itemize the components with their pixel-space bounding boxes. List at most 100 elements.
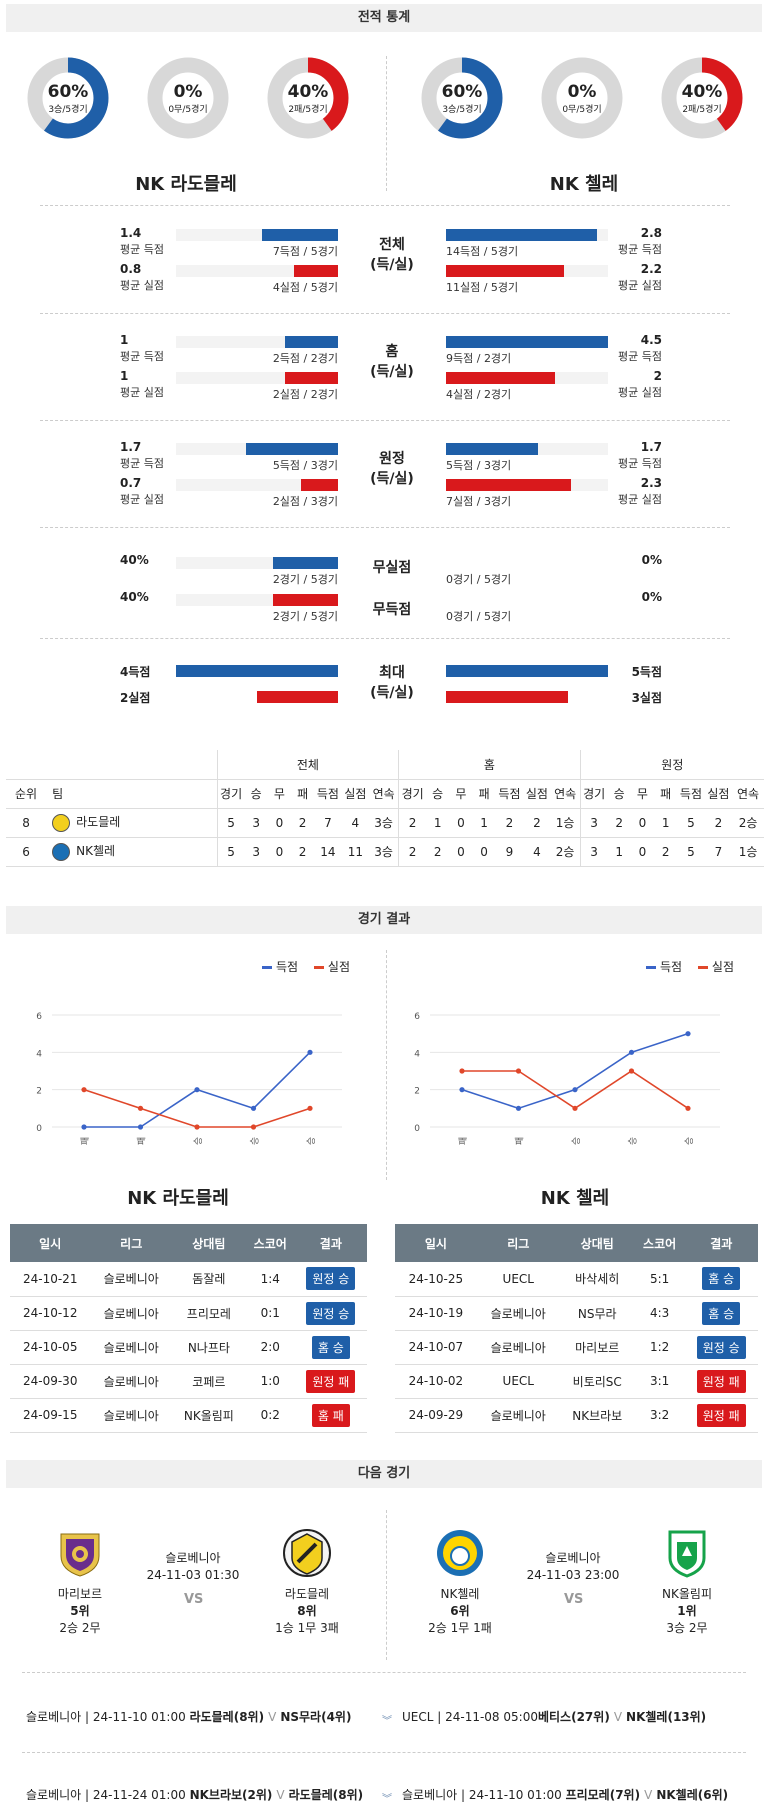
team-rank: 6위 xyxy=(450,1604,470,1618)
team-name: NK올림피 xyxy=(662,1587,712,1601)
fixture-row[interactable]: 슬로베니아 | 24-11-24 01:00 NK브라보(2위) V 라도믈레(8위… xyxy=(26,1786,363,1803)
column-header: 득점 xyxy=(677,779,705,809)
stat-cell: 4 xyxy=(341,808,370,838)
divider xyxy=(386,56,387,191)
team-logo-icon xyxy=(52,813,71,832)
percent-bar xyxy=(273,594,338,606)
result-cell: 슬로베니아 xyxy=(476,1296,560,1331)
result-cell: N나프타 xyxy=(171,1330,246,1365)
table-row[interactable]: 6 NK첼레 5 3 0 2 14 11 3승 2 2 0 0 9 4 2승 3 1 0 2 5 7 1승 xyxy=(6,837,764,867)
standings-group-row: 전체 홈 원정 xyxy=(6,750,764,780)
bar-caption: 9득점 / 2경기 xyxy=(446,352,512,365)
table-row[interactable]: 24-10-05 슬로베니아 N나프타 2:0 홈 승 xyxy=(10,1330,367,1365)
fixture-row[interactable]: UECL | 24-11-08 05:00베티스(27위) V NK첼레(13위) xyxy=(402,1708,706,1725)
result-cell: UECL xyxy=(476,1364,560,1399)
stat-label: 평균 득점 xyxy=(618,243,662,256)
stat-value: 2.2 xyxy=(640,262,662,276)
stat-value: 2.3 xyxy=(640,476,662,490)
bar-caption: 0경기 / 5경기 xyxy=(446,610,512,623)
table-row[interactable]: 24-09-15 슬로베니아 NK올림피 0:2 홈 패 xyxy=(10,1398,367,1433)
team-name: 라도믈레 xyxy=(76,815,121,830)
table-row[interactable]: 24-10-25 UECL 바삭세히 5:1 홈 승 xyxy=(395,1262,758,1297)
column-header: 득점 xyxy=(314,779,342,809)
fixture-row[interactable]: 슬로베니아 | 24-11-10 01:00 라도믈레(8위) V NS무라(4위) xyxy=(26,1708,351,1725)
conceded-bar xyxy=(446,265,564,277)
table-row[interactable]: 24-10-02 UECL 비토리SC 3:1 원정 패 xyxy=(395,1364,758,1399)
team-name-away: NK 첼레 xyxy=(549,174,619,195)
table-row[interactable]: 24-09-30 슬로베니아 코페르 1:0 원정 패 xyxy=(10,1364,367,1399)
column-header: 실점 xyxy=(523,779,551,809)
stat-cell: 1 xyxy=(654,808,678,838)
standings-col-row: 순위 팀 경기 승 무 패 득점 실점 연속 경기 승 무 패 득점 실점 연속 경기 승 무 패 득점 실점 연속 xyxy=(6,779,764,809)
donut-chart: 40% 2패/5경기 xyxy=(266,56,350,140)
bar-caption: 2경기 / 5경기 xyxy=(272,573,338,586)
table-row[interactable]: 24-10-12 슬로베니아 프리모레 0:1 원정 승 xyxy=(10,1296,367,1331)
result-cell: 원정 패 xyxy=(684,1398,758,1433)
stat-cell: 2 xyxy=(291,837,315,867)
table-row[interactable]: 8 라도믈레 5 3 0 2 7 4 3승 2 1 0 1 2 2 1승 3 2 0 1 5 2 2승 xyxy=(6,808,764,838)
result-cell: 24-10-25 xyxy=(395,1262,477,1297)
result-cell: 슬로베니아 xyxy=(90,1262,172,1297)
table-row[interactable]: 24-10-21 슬로베니아 돔잘레 1:4 원정 승 xyxy=(10,1262,367,1297)
stat-value: 0% xyxy=(641,590,662,604)
stat-cell: 3 xyxy=(579,837,608,867)
table-row[interactable]: 24-09-29 슬로베니아 NK브라보 3:2 원정 패 xyxy=(395,1398,758,1433)
result-cell: 24-10-21 xyxy=(10,1262,91,1297)
divider xyxy=(40,205,730,206)
donut-label: 40% 2패/5경기 xyxy=(660,82,744,115)
stat-cell: 1승 xyxy=(550,808,581,838)
team-name: NK첼레 xyxy=(76,844,116,859)
next-away-team: NK올림피 1위 3승 2무 xyxy=(632,1528,742,1636)
stat-cell: 2 xyxy=(654,837,678,867)
fixture-row[interactable]: 슬로베니아 | 24-11-10 01:00 프리모레(7위) V NK첼레(6위) xyxy=(402,1786,728,1803)
vs-label: VS xyxy=(564,1592,584,1607)
stat-value: 3실점 xyxy=(631,691,662,705)
result-cell: 24-09-15 xyxy=(10,1398,91,1433)
bar-caption: 5득점 / 3경기 xyxy=(272,459,338,472)
stat-cell: 14 xyxy=(314,837,342,867)
stat-value: 40% xyxy=(120,553,149,567)
column-header: 연속 xyxy=(550,779,581,809)
section-title-stats: 전적 통계 xyxy=(6,4,762,32)
team-cell: 라도믈레 xyxy=(46,808,218,838)
stat-cell: 2승 xyxy=(550,837,581,867)
conceded-bar xyxy=(446,479,571,491)
result-cell: 홈 패 xyxy=(294,1398,367,1433)
conceded-point xyxy=(250,1124,257,1130)
result-cell: 돔잘레 xyxy=(171,1262,246,1297)
result-badge: 홈 승 xyxy=(702,1301,741,1325)
result-cell: UECL xyxy=(476,1262,560,1297)
next-home-team: 마리보르 5위 2승 2무 xyxy=(25,1528,135,1636)
result-cell: 원정 승 xyxy=(684,1330,758,1365)
result-cell: 24-10-19 xyxy=(395,1296,477,1331)
result-cell: 24-10-02 xyxy=(395,1364,477,1399)
table-row[interactable]: 24-10-19 슬로베니아 NS무라 4:3 홈 승 xyxy=(395,1296,758,1331)
stat-cell: 3 xyxy=(579,808,608,838)
result-badge: 홈 패 xyxy=(311,1403,350,1427)
column-header: 무 xyxy=(449,779,473,809)
x-tick-label: 승 xyxy=(684,1137,695,1145)
stat-cell: 2 xyxy=(523,808,551,838)
team-record: 1승 1무 3패 xyxy=(275,1621,339,1635)
result-badge: 원정 패 xyxy=(696,1403,746,1427)
stat-value: 0.8 xyxy=(120,262,142,276)
stat-cell: 1 xyxy=(426,808,450,838)
table-row[interactable]: 24-10-07 슬로베니아 마리보르 1:2 원정 승 xyxy=(395,1330,758,1365)
column-header: 연속 xyxy=(732,779,764,809)
column-header: 경기 xyxy=(216,779,245,809)
x-tick-label: 승 xyxy=(571,1137,582,1145)
stat-value: 0% xyxy=(641,553,662,567)
bar-caption: 2경기 / 5경기 xyxy=(272,610,338,623)
bar-caption: 5득점 / 3경기 xyxy=(446,459,512,472)
legend-goals: 득점 xyxy=(276,960,299,974)
stat-value: 0.7 xyxy=(120,476,142,490)
result-cell: 원정 승 xyxy=(294,1262,367,1297)
olimpija-logo xyxy=(668,1530,706,1578)
stat-cell: 0 xyxy=(449,837,473,867)
result-cell: 슬로베니아 xyxy=(90,1364,172,1399)
y-tick-label: 4 xyxy=(414,1049,420,1059)
line-chart-home: 0 2 4 6 패 패 승 승 승 xyxy=(36,1012,342,1145)
team-rank: 8위 xyxy=(297,1604,317,1618)
result-cell: 3:1 xyxy=(634,1364,685,1399)
stat-category-label: 무득점 xyxy=(372,602,412,618)
